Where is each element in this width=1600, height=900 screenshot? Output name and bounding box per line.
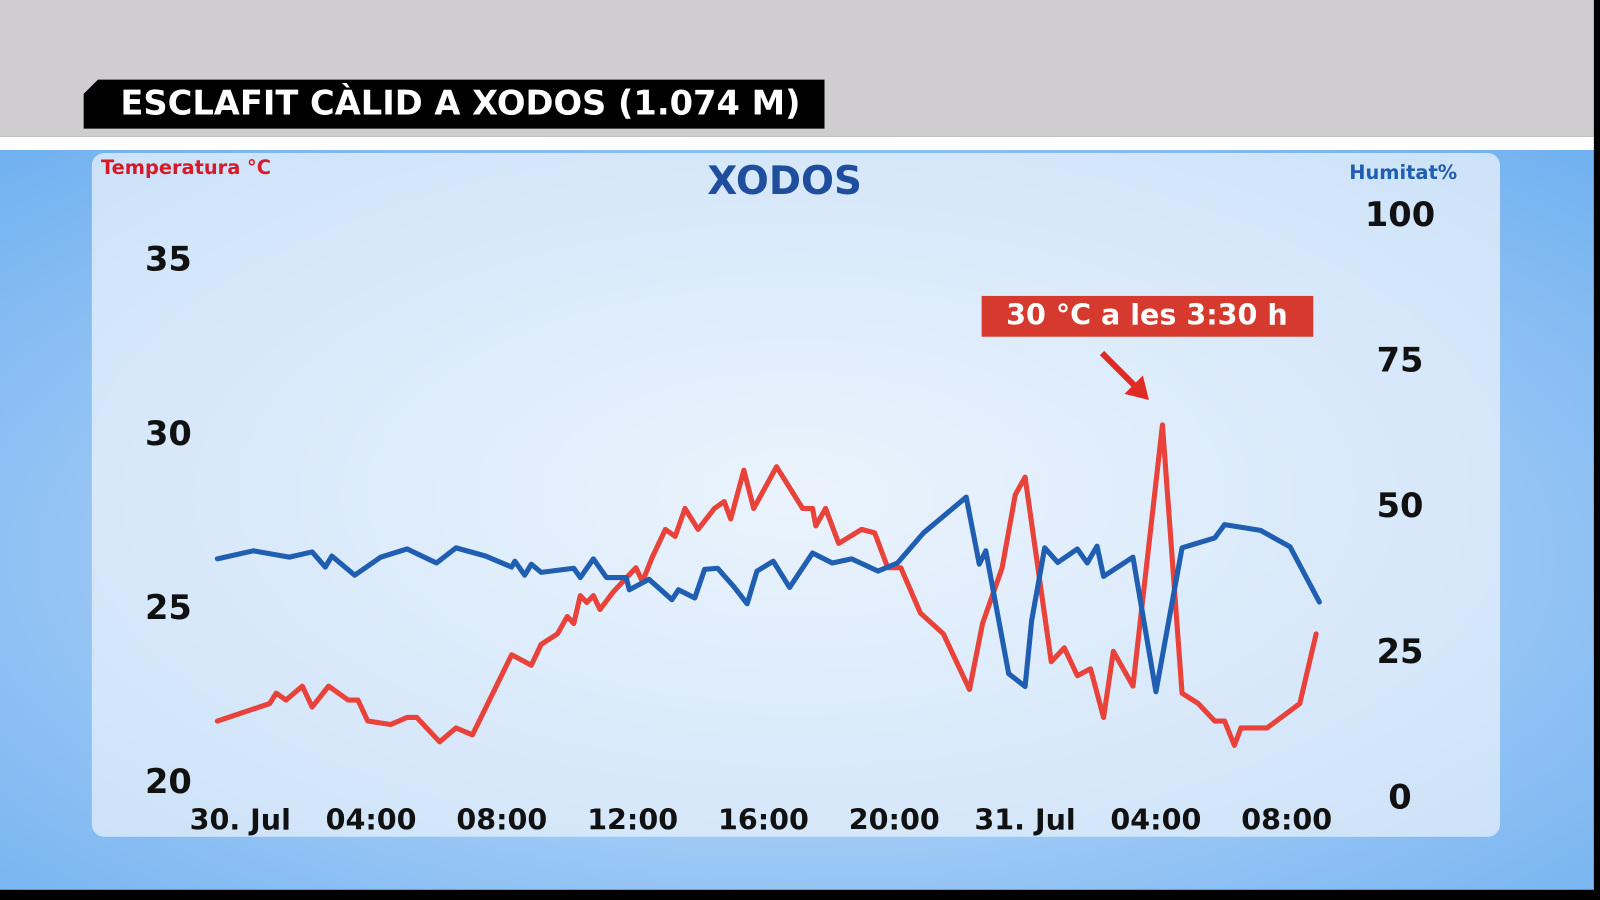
line-series — [214, 422, 1319, 748]
x-tick-label: 20:00 — [849, 802, 940, 836]
y2-tick-label: 25 — [1377, 632, 1424, 671]
white-strip — [0, 136, 1594, 150]
x-tick-label: 12:00 — [587, 802, 678, 836]
line-series — [214, 494, 1322, 695]
y2-tick-label: 50 — [1377, 486, 1424, 525]
annotation: 30 °C a les 3:30 h — [1006, 297, 1288, 331]
x-tick-label: 04:00 — [1110, 802, 1201, 836]
x-tick-label: 08:00 — [456, 802, 547, 836]
y-tick-label: 25 — [145, 588, 192, 627]
x-tick-label: 04:00 — [326, 802, 417, 836]
annotation-arrowhead — [1124, 375, 1149, 400]
chart-title: XODOS — [707, 159, 862, 204]
annotation-box — [981, 295, 1314, 337]
x-tick-label: 30. Jul — [190, 802, 291, 836]
y-tick-label: 30 — [145, 414, 192, 453]
x-tick-label: 16:00 — [718, 802, 809, 836]
y2-axis-label: Humitat% — [1349, 161, 1457, 184]
y2-tick-label: 75 — [1377, 340, 1424, 379]
x-tick-label: 31. Jul — [974, 802, 1075, 836]
y2-tick-label: 0 — [1388, 777, 1411, 816]
annotation-arrow — [1099, 350, 1137, 388]
y-tick-label: 20 — [145, 762, 192, 801]
title-bar — [83, 79, 825, 129]
x-tick-label: 08:00 — [1241, 802, 1332, 836]
y2-tick-label: 100 — [1365, 195, 1435, 234]
y-tick-label: 35 — [145, 240, 192, 279]
y-axis-label: Temperatura °C — [101, 156, 271, 179]
plot: 20 25 30 35 0 25 50 75 100 30. Jul 04:00 08:00 12:00… — [145, 195, 1435, 837]
header-title: ESCLAFIT CÀLID A XODOS (1.074 M) — [120, 83, 800, 123]
